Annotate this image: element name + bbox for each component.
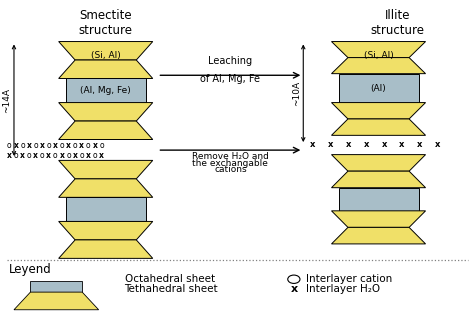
Polygon shape xyxy=(331,103,426,119)
Text: Interlayer H₂O: Interlayer H₂O xyxy=(306,284,380,294)
Text: cations: cations xyxy=(214,165,246,174)
Text: x: x xyxy=(20,151,25,160)
Text: (Al): (Al) xyxy=(371,84,386,93)
Text: x: x xyxy=(33,151,38,160)
Polygon shape xyxy=(331,155,426,171)
Text: x: x xyxy=(13,142,18,150)
Text: x: x xyxy=(7,151,12,160)
Text: o: o xyxy=(73,142,77,150)
Text: x: x xyxy=(40,142,45,150)
Text: o: o xyxy=(92,151,97,160)
Text: ~10A: ~10A xyxy=(292,81,301,106)
Polygon shape xyxy=(331,211,426,227)
Polygon shape xyxy=(59,121,153,140)
Polygon shape xyxy=(331,119,426,135)
Bar xyxy=(30,281,82,292)
Text: Smectite
structure: Smectite structure xyxy=(79,9,133,37)
Text: Leaching: Leaching xyxy=(208,56,253,66)
Text: x: x xyxy=(382,141,387,149)
Bar xyxy=(66,78,146,103)
Text: o: o xyxy=(66,151,71,160)
Text: o: o xyxy=(14,151,18,160)
Bar xyxy=(338,74,419,103)
Polygon shape xyxy=(331,171,426,188)
Text: x: x xyxy=(27,142,31,150)
Text: x: x xyxy=(99,151,104,160)
Text: x: x xyxy=(86,151,91,160)
Text: Octahedral sheet: Octahedral sheet xyxy=(125,274,215,284)
Polygon shape xyxy=(14,292,99,310)
Polygon shape xyxy=(331,227,426,244)
Text: x: x xyxy=(400,141,405,149)
Text: x: x xyxy=(46,151,51,160)
Polygon shape xyxy=(331,41,426,58)
Text: (Si, Al): (Si, Al) xyxy=(91,52,120,61)
Polygon shape xyxy=(59,179,153,197)
Polygon shape xyxy=(59,103,153,121)
Text: ~14A: ~14A xyxy=(2,88,11,113)
Text: x: x xyxy=(92,142,97,150)
Text: x: x xyxy=(346,141,351,149)
Text: x: x xyxy=(364,141,369,149)
Polygon shape xyxy=(331,58,426,74)
Text: (Si, Al): (Si, Al) xyxy=(364,51,393,60)
Text: o: o xyxy=(99,142,104,150)
Text: o: o xyxy=(33,142,38,150)
Text: o: o xyxy=(60,142,64,150)
Text: o: o xyxy=(20,142,25,150)
Text: x: x xyxy=(435,141,440,149)
Text: x: x xyxy=(328,141,333,149)
Text: of Al, Mg, Fe: of Al, Mg, Fe xyxy=(201,74,260,84)
Text: o: o xyxy=(86,142,91,150)
Text: o: o xyxy=(7,142,11,150)
Text: x: x xyxy=(53,142,58,150)
Text: Interlayer cation: Interlayer cation xyxy=(306,274,392,284)
Text: Tethahedral sheet: Tethahedral sheet xyxy=(125,284,218,294)
Text: x: x xyxy=(79,142,84,150)
Text: Leyend: Leyend xyxy=(9,263,52,276)
Text: Remove H₂O and: Remove H₂O and xyxy=(192,152,269,161)
Bar xyxy=(66,197,146,221)
Text: Illite
structure: Illite structure xyxy=(370,9,424,37)
Polygon shape xyxy=(59,160,153,179)
Polygon shape xyxy=(59,221,153,240)
Polygon shape xyxy=(59,240,153,258)
Text: the exchangable: the exchangable xyxy=(192,159,268,168)
Text: o: o xyxy=(27,151,31,160)
Circle shape xyxy=(288,275,300,284)
Text: x: x xyxy=(291,284,298,294)
Text: x: x xyxy=(66,142,71,150)
Bar xyxy=(338,188,419,211)
Text: x: x xyxy=(310,141,315,149)
Text: o: o xyxy=(80,151,84,160)
Polygon shape xyxy=(59,41,153,60)
Text: (Al, Mg, Fe): (Al, Mg, Fe) xyxy=(80,86,131,95)
Text: x: x xyxy=(73,151,78,160)
Text: x: x xyxy=(60,151,64,160)
Text: o: o xyxy=(46,142,51,150)
Text: o: o xyxy=(53,151,58,160)
Text: x: x xyxy=(417,141,423,149)
Text: o: o xyxy=(40,151,45,160)
Polygon shape xyxy=(59,60,153,78)
